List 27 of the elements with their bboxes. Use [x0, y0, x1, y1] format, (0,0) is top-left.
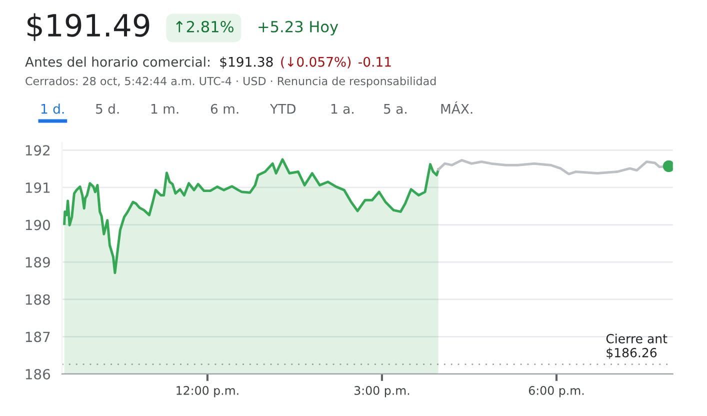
text: (↓0.057%) [281, 56, 351, 68]
text: +5.23 Hoy [258, 20, 338, 36]
y-tick-label: 192 [26, 145, 50, 156]
text: -0.11 [358, 56, 391, 67]
x-tick-label: 6:00 p.m. [528, 386, 584, 398]
text: 6 m. [210, 104, 238, 114]
text: 1 m. [151, 104, 178, 114]
text: Cerrados: 28 oct, 5:42:44 a.m. UTC-4 · USD · Renuncia de responsabilidad [26, 76, 436, 88]
y-tick-label: 187 [26, 332, 50, 342]
text: 5 d. [96, 104, 119, 114]
y-tick-label: 189 [26, 257, 50, 268]
text: 1 d. [41, 104, 64, 114]
text: $191.38 [220, 56, 273, 69]
text: 1 a. [331, 104, 354, 114]
text: ↑2.81% [176, 20, 234, 32]
text: 5 a. [384, 104, 406, 114]
text: Antes del horario comercial: [25, 56, 210, 67]
x-tick-label: 3:00 p.m. [354, 386, 410, 398]
y-tick-label: 186 [26, 368, 50, 380]
y-tick-label: 191 [26, 182, 50, 193]
y-tick-label: 190 [26, 220, 50, 230]
text: MÁX. [441, 101, 472, 114]
ref-line-label: Cierre ant $186.26 [606, 334, 668, 360]
chart-title: $191.49 [28, 13, 150, 41]
x-tick-label: 12:00 p.m. [176, 386, 238, 398]
text: YTD [270, 104, 296, 114]
y-tick-label: 188 [26, 294, 50, 305]
